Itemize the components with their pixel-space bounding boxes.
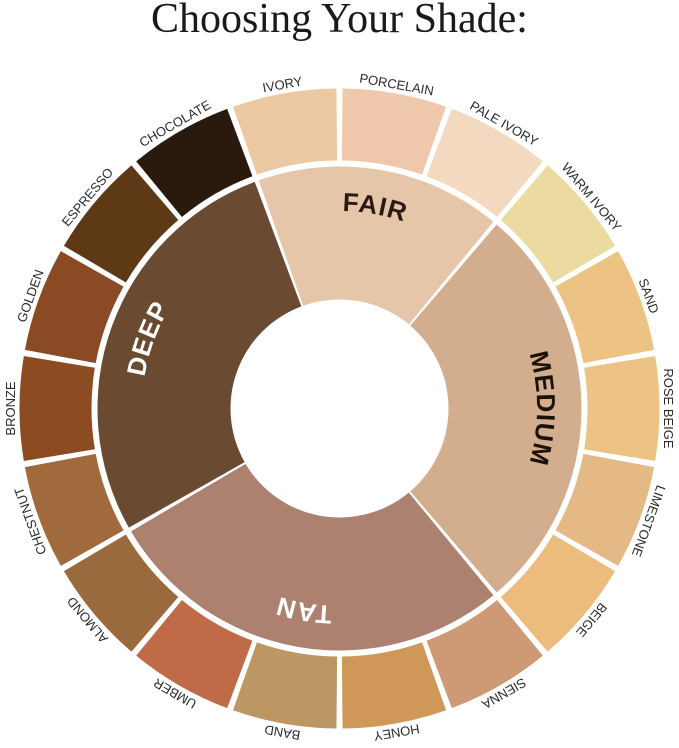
- svg-text:BRONZE: BRONZE: [3, 381, 18, 436]
- svg-text:ROSE BEIGE: ROSE BEIGE: [661, 368, 676, 449]
